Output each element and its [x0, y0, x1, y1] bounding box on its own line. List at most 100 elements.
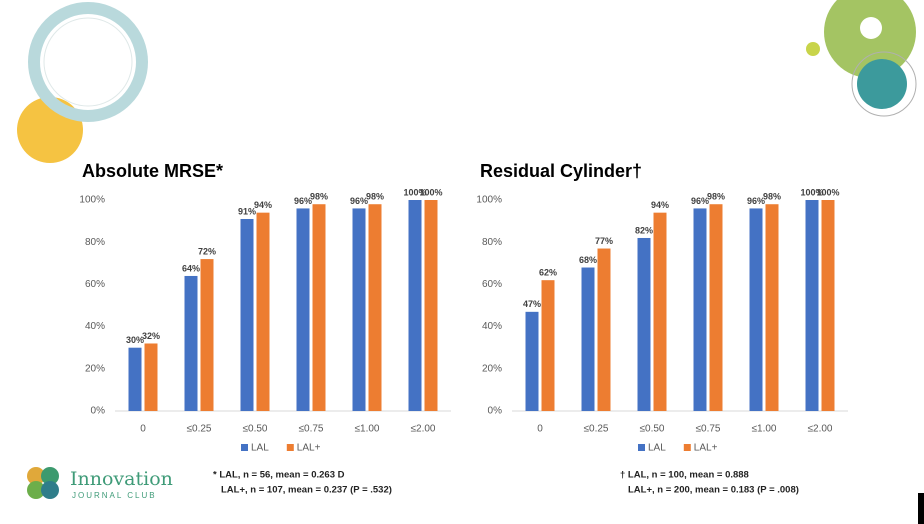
x-tick-label: ≤2.00 — [411, 424, 436, 435]
value-label: 100% — [403, 187, 426, 197]
bar — [525, 311, 539, 411]
value-label: 100% — [816, 187, 839, 197]
logo: Innovation JOURNAL CLUB — [27, 467, 173, 500]
x-tick-label: ≤2.00 — [808, 424, 833, 435]
value-label: 98% — [310, 192, 328, 202]
legend-swatch — [683, 444, 691, 451]
footnote: * LAL, n = 56, mean = 0.263 D — [213, 470, 345, 481]
bar — [653, 212, 667, 411]
value-label: 47% — [523, 299, 541, 309]
bar — [128, 347, 142, 411]
chart-title: Residual Cylinder† — [480, 161, 642, 181]
bar — [541, 280, 555, 411]
y-tick-label: 20% — [85, 363, 105, 374]
footnote: † LAL, n = 100, mean = 0.888 — [620, 470, 749, 481]
value-label: 98% — [763, 192, 781, 202]
value-label: 100% — [419, 187, 442, 197]
chart-title: Absolute MRSE* — [82, 161, 223, 181]
logo-name: Innovation — [70, 468, 173, 490]
value-label: 64% — [182, 263, 200, 273]
x-tick-label: ≤0.25 — [187, 424, 212, 435]
legend-swatch — [286, 444, 294, 451]
bar — [352, 208, 366, 411]
value-label: 94% — [651, 200, 669, 210]
bar — [693, 208, 707, 411]
x-tick-label: ≤1.00 — [355, 424, 380, 435]
bar — [597, 248, 611, 411]
y-tick-label: 80% — [85, 237, 105, 248]
value-label: 96% — [691, 196, 709, 206]
decor-circle — [824, 0, 916, 78]
bar — [581, 267, 595, 411]
y-tick-label: 0% — [488, 406, 503, 417]
value-label: 77% — [595, 236, 613, 246]
value-label: 96% — [747, 196, 765, 206]
bar — [424, 200, 438, 411]
value-label: 96% — [294, 196, 312, 206]
y-tick-label: 0% — [91, 406, 106, 417]
x-tick-label: ≤0.75 — [696, 424, 721, 435]
bar — [368, 204, 382, 411]
bar — [184, 275, 198, 411]
bar — [749, 208, 763, 411]
legend-swatch — [241, 444, 248, 451]
logo-dot — [27, 481, 45, 499]
bar — [200, 259, 214, 411]
bar — [240, 218, 254, 411]
x-tick-label: ≤0.25 — [584, 424, 609, 435]
y-tick-label: 80% — [482, 237, 502, 248]
value-label: 30% — [126, 335, 144, 345]
legend-label: LAL — [648, 443, 666, 454]
y-tick-label: 60% — [482, 279, 502, 290]
x-tick-label: ≤1.00 — [752, 424, 777, 435]
bar — [296, 208, 310, 411]
value-label: 82% — [635, 225, 653, 235]
bar — [256, 212, 270, 411]
logo-dot — [41, 481, 59, 499]
bar — [805, 200, 819, 411]
value-label: 91% — [238, 206, 256, 216]
decor-bar — [918, 493, 924, 524]
value-label: 32% — [142, 331, 160, 341]
legend-label: LAL+ — [694, 443, 718, 454]
y-tick-label: 20% — [482, 363, 502, 374]
bar — [144, 343, 158, 411]
decor-ring — [43, 17, 133, 107]
x-tick-label: ≤0.75 — [299, 424, 324, 435]
footnote: LAL+, n = 107, mean = 0.237 (P = .532) — [221, 485, 392, 496]
bar — [821, 200, 835, 411]
x-tick-label: 0 — [140, 424, 146, 435]
legend-label: LAL+ — [297, 443, 321, 454]
value-label: 72% — [198, 246, 216, 256]
decor-circle — [806, 42, 820, 56]
value-label: 62% — [539, 268, 557, 278]
logo-dot — [41, 467, 59, 485]
footnote: LAL+, n = 200, mean = 0.183 (P = .008) — [628, 485, 799, 496]
legend-label: LAL — [251, 443, 269, 454]
y-tick-label: 40% — [482, 321, 502, 332]
decor-circle — [857, 59, 907, 109]
x-tick-label: ≤0.50 — [640, 424, 665, 435]
bar — [312, 204, 326, 411]
logo-dot — [27, 467, 45, 485]
decor-ring — [28, 2, 148, 122]
decor-circle — [860, 17, 882, 39]
bar — [408, 200, 422, 411]
x-tick-label: ≤0.50 — [243, 424, 268, 435]
value-label: 98% — [366, 192, 384, 202]
y-tick-label: 40% — [85, 321, 105, 332]
decor-ring — [851, 51, 917, 117]
x-tick-label: 0 — [537, 424, 543, 435]
y-tick-label: 100% — [79, 195, 105, 206]
value-label: 94% — [254, 200, 272, 210]
y-tick-label: 60% — [85, 279, 105, 290]
bar — [709, 204, 723, 411]
value-label: 98% — [707, 192, 725, 202]
value-label: 100% — [800, 187, 823, 197]
legend-swatch — [638, 444, 645, 451]
logo-subtitle: JOURNAL CLUB — [72, 491, 157, 500]
value-label: 68% — [579, 255, 597, 265]
bar — [765, 204, 779, 411]
y-tick-label: 100% — [476, 195, 502, 206]
